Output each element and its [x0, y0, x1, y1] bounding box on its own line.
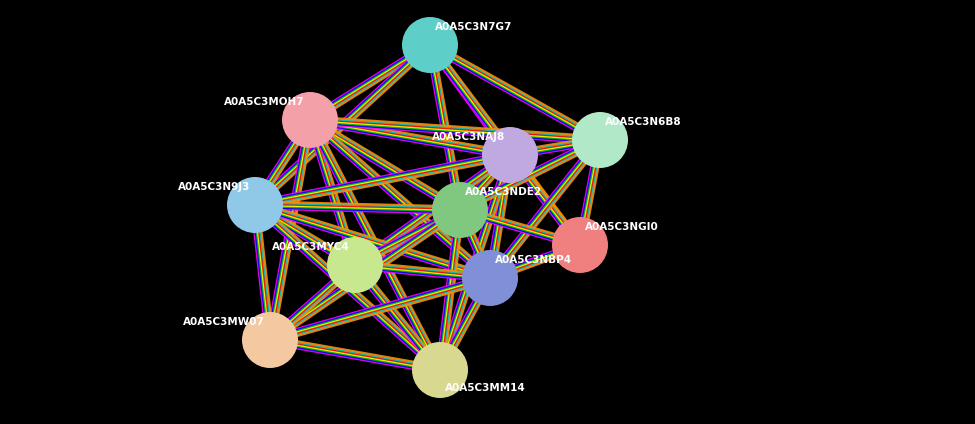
Text: A0A5C3MW07: A0A5C3MW07: [183, 317, 265, 327]
Text: A0A5C3NDE2: A0A5C3NDE2: [465, 187, 542, 197]
Circle shape: [572, 112, 628, 168]
Text: A0A5C3NBP4: A0A5C3NBP4: [495, 255, 572, 265]
Circle shape: [432, 182, 488, 238]
Circle shape: [227, 177, 283, 233]
Text: A0A5C3N6B8: A0A5C3N6B8: [605, 117, 682, 127]
Circle shape: [242, 312, 298, 368]
Text: A0A5C3NGI0: A0A5C3NGI0: [585, 222, 659, 232]
Text: A0A5C3MYC4: A0A5C3MYC4: [272, 242, 350, 252]
Text: A0A5C3N7G7: A0A5C3N7G7: [435, 22, 513, 32]
Circle shape: [282, 92, 338, 148]
Circle shape: [327, 237, 383, 293]
Circle shape: [412, 342, 468, 398]
Circle shape: [552, 217, 608, 273]
Circle shape: [402, 17, 458, 73]
Text: A0A5C3MM14: A0A5C3MM14: [445, 383, 526, 393]
Text: A0A5C3N9J3: A0A5C3N9J3: [177, 182, 250, 192]
Text: A0A5C3MOH7: A0A5C3MOH7: [224, 97, 305, 107]
Text: A0A5C3NAJ8: A0A5C3NAJ8: [432, 132, 505, 142]
Circle shape: [482, 127, 538, 183]
Circle shape: [462, 250, 518, 306]
